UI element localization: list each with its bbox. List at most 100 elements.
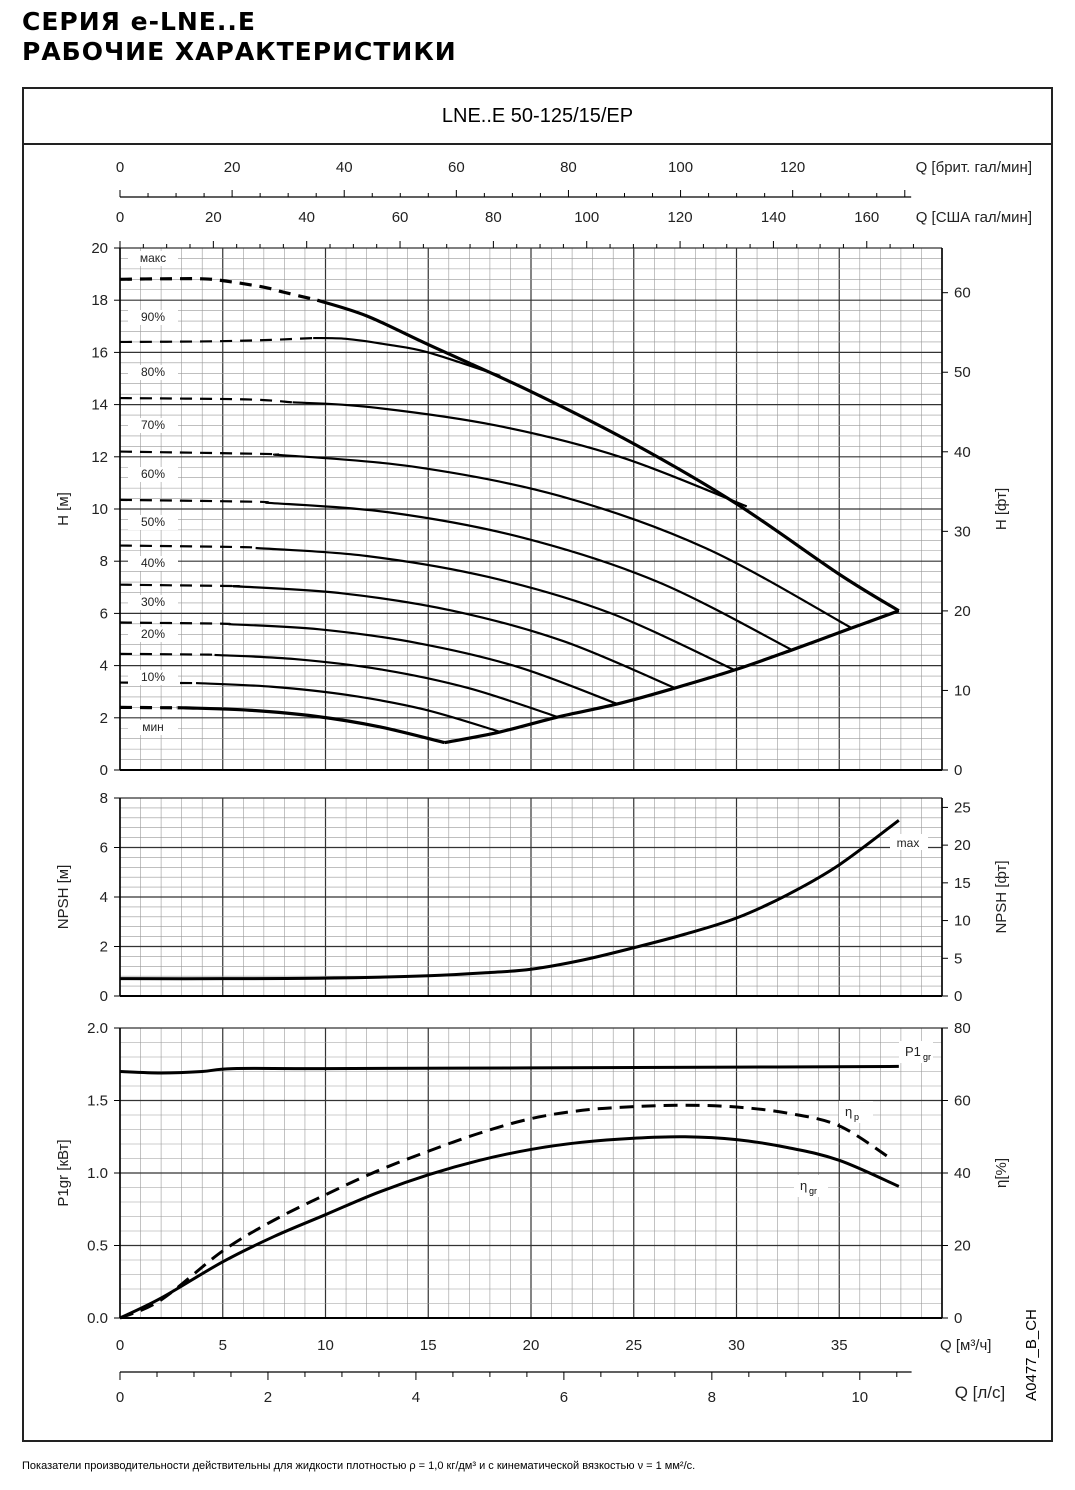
curve-label-bg xyxy=(128,418,178,433)
curve-label-bg xyxy=(128,251,178,266)
y-tick-label: 10 xyxy=(91,501,108,518)
y-tick-label: 6 xyxy=(100,840,108,857)
curve-label-bg xyxy=(128,595,178,610)
top-axis-tick-label: 80 xyxy=(560,159,577,176)
speed-curve-dashed-2 xyxy=(119,396,293,404)
y-tick-label: 0.0 xyxy=(87,1310,108,1327)
curve-label: 80% xyxy=(141,365,165,379)
curve-label-bg xyxy=(899,1041,933,1063)
top-axis-tick-label: 60 xyxy=(392,209,409,226)
curve-label: 50% xyxy=(141,515,165,529)
speed-curve-6 xyxy=(232,585,676,690)
speed-curve-7 xyxy=(228,623,618,705)
top-axis-tick-label: 120 xyxy=(780,159,805,176)
y-right-axis-title: NPSH [фт] xyxy=(993,860,1010,933)
curve-label: η xyxy=(845,1104,852,1119)
y-tick-label: 4 xyxy=(100,889,108,906)
y-tick-label: 2 xyxy=(100,939,108,956)
y-tick-label: 20 xyxy=(91,240,108,257)
top-axis-tick-label: 100 xyxy=(668,159,693,176)
bottom-axis-tick-label: 6 xyxy=(560,1389,568,1406)
y-axis-title: NPSH [м] xyxy=(55,865,72,930)
curve-ηp xyxy=(119,1103,892,1320)
y-right-tick-label: 0 xyxy=(954,762,962,779)
x-tick-label: 35 xyxy=(831,1337,848,1354)
chart-frame xyxy=(22,87,1053,1442)
bottom-axis-tick-label: 0 xyxy=(116,1389,124,1406)
model-title: LNE..E 50-125/15/EP xyxy=(22,87,1053,145)
top-axis-tick-label: 80 xyxy=(485,209,502,226)
y-right-tick-label: 25 xyxy=(954,799,971,816)
bottom-axis-tick-label: 4 xyxy=(412,1389,420,1406)
bottom-axis-tick-label: 2 xyxy=(264,1389,272,1406)
x-tick-label: 30 xyxy=(728,1337,745,1354)
curve-label-bg xyxy=(128,365,178,380)
y-tick-label: 4 xyxy=(100,658,108,675)
y-tick-label: 8 xyxy=(100,790,108,807)
curve-label: 40% xyxy=(141,556,165,570)
bottom-axis-title: Q [л/с] xyxy=(955,1383,1006,1402)
curve-label: 20% xyxy=(141,627,165,641)
grid-panel-1 xyxy=(119,797,943,997)
y-tick-label: 0.5 xyxy=(87,1238,108,1255)
speed-curve-8 xyxy=(214,653,559,719)
x-tick-label: 15 xyxy=(420,1337,437,1354)
bottom-axis-tick-label: 10 xyxy=(851,1389,868,1406)
curve-label-bg xyxy=(128,515,178,530)
top-axis-tick-label: 0 xyxy=(116,159,124,176)
curve-label-bg xyxy=(128,670,178,685)
page-title-characteristics: РАБОЧИЕ ХАРАКТЕРИСТИКИ xyxy=(22,37,457,66)
speed-curve-10 xyxy=(175,706,446,745)
curve-ηgr xyxy=(119,1135,900,1320)
y-right-tick-label: 10 xyxy=(954,913,971,930)
y-right-tick-label: 20 xyxy=(954,837,971,854)
y-tick-label: 0 xyxy=(100,988,108,1005)
speed-curve-0 xyxy=(316,298,900,613)
top-axis-tick-label: 100 xyxy=(574,209,599,226)
y-right-tick-label: 30 xyxy=(954,523,971,540)
x-tick-label: 10 xyxy=(317,1337,334,1354)
curve-label: мин xyxy=(142,720,164,734)
curve-label-bg xyxy=(128,556,178,571)
curve-label-bg xyxy=(794,1175,828,1197)
footnote: Показатели производительности действител… xyxy=(22,1460,696,1472)
curve-label: P1 xyxy=(905,1044,921,1059)
speed-curve-dashed-1 xyxy=(119,336,314,344)
y-right-tick-label: 50 xyxy=(954,364,971,381)
top-axis-tick-label: 40 xyxy=(298,209,315,226)
y-tick-label: 1.0 xyxy=(87,1165,108,1182)
speed-curve-2 xyxy=(292,401,748,508)
curve-label-bg xyxy=(128,627,178,642)
x-tick-label: 25 xyxy=(625,1337,642,1354)
y-right-tick-label: 5 xyxy=(954,950,962,967)
curve-label: макс xyxy=(140,251,166,265)
speed-curve-dashed-9 xyxy=(119,681,197,685)
page-title-series: СЕРИЯ e-LNE..E xyxy=(22,7,256,36)
y-tick-label: 0 xyxy=(100,762,108,779)
y-axis-title: H [м] xyxy=(55,492,72,526)
top-axis-title: Q [брит. гал/мин] xyxy=(916,159,1032,176)
curve-label: 60% xyxy=(141,467,165,481)
y-right-tick-label: 20 xyxy=(954,603,971,620)
y-tick-label: 14 xyxy=(91,397,108,414)
grid-panel-0 xyxy=(119,247,943,771)
top-axis-tick-label: 120 xyxy=(668,209,693,226)
y-tick-label: 18 xyxy=(91,292,108,309)
curve-label: 90% xyxy=(141,310,165,324)
top-axis-tick-label: 140 xyxy=(761,209,786,226)
y-tick-label: 2.0 xyxy=(87,1020,108,1037)
speed-curve-dashed-8 xyxy=(119,652,219,657)
y-tick-label: 8 xyxy=(100,553,108,570)
y-axis-title: P1gr [кВт] xyxy=(55,1139,72,1206)
curve-label-bg xyxy=(128,310,178,325)
y-right-axis-title: H [фт] xyxy=(993,488,1010,530)
speed-curve-dashed-7 xyxy=(119,621,232,626)
speed-curve-dashed-5 xyxy=(119,544,259,550)
speed-curve-dashed-4 xyxy=(119,498,270,504)
x-tick-label: 0 xyxy=(116,1337,124,1354)
y-tick-label: 1.5 xyxy=(87,1093,108,1110)
speed-curve-dashed-3 xyxy=(119,450,281,456)
top-axis-tick-label: 40 xyxy=(336,159,353,176)
x-axis-title: Q [м³/ч] xyxy=(940,1337,991,1354)
